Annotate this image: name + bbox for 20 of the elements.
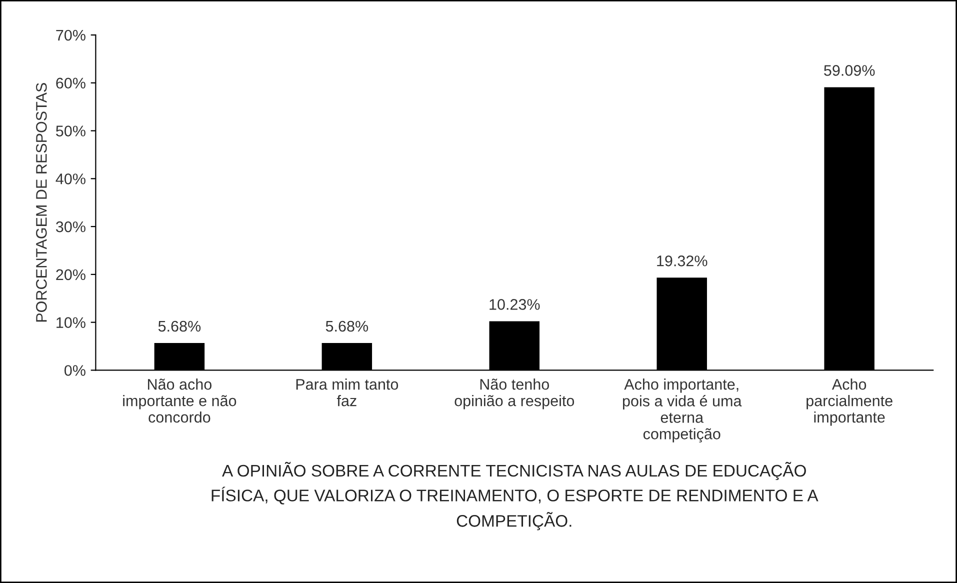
y-tick-label: 40% [56,174,86,184]
y-tick-label: 60% [56,78,86,89]
data-label: 5.68% [326,320,368,332]
y-tick-label: 0% [64,365,86,376]
y-tick-label: 70% [56,30,86,41]
x-axis-title: A OPINIÃO SOBRE A CORRENTE TECNICISTA NAS AULAS DE EDUCAÇÃO FÍSICA, QUE VALORIZA O TREINAMENTO, O ESPORTE DE RENDIMENTO E A COMPETIÇÃO. [212,462,818,530]
x-tick-label: Acho importante, pois a vida é uma eterna competição [622,378,742,442]
data-label: 5.68% [158,320,201,332]
y-tick-label: 20% [56,269,86,280]
data-label: 59.09% [824,65,875,76]
data-label: 10.23% [490,299,540,310]
y-tick-label: 10% [56,317,86,328]
data-label: 19.32% [657,256,708,266]
y-tick-label: 50% [56,126,86,136]
y-tick-label: 30% [56,221,86,232]
y-axis-title: PORCENTAGEM DE RESPOSTAS [36,83,47,322]
x-tick-label: Não tenho opinião a respeito [454,378,574,410]
x-tick-label: Para mim tanto faz [296,378,398,406]
x-tick-label: Não acho importante e não concordo [123,378,236,423]
x-tick-label: Acho parcialmente importante [806,378,892,426]
